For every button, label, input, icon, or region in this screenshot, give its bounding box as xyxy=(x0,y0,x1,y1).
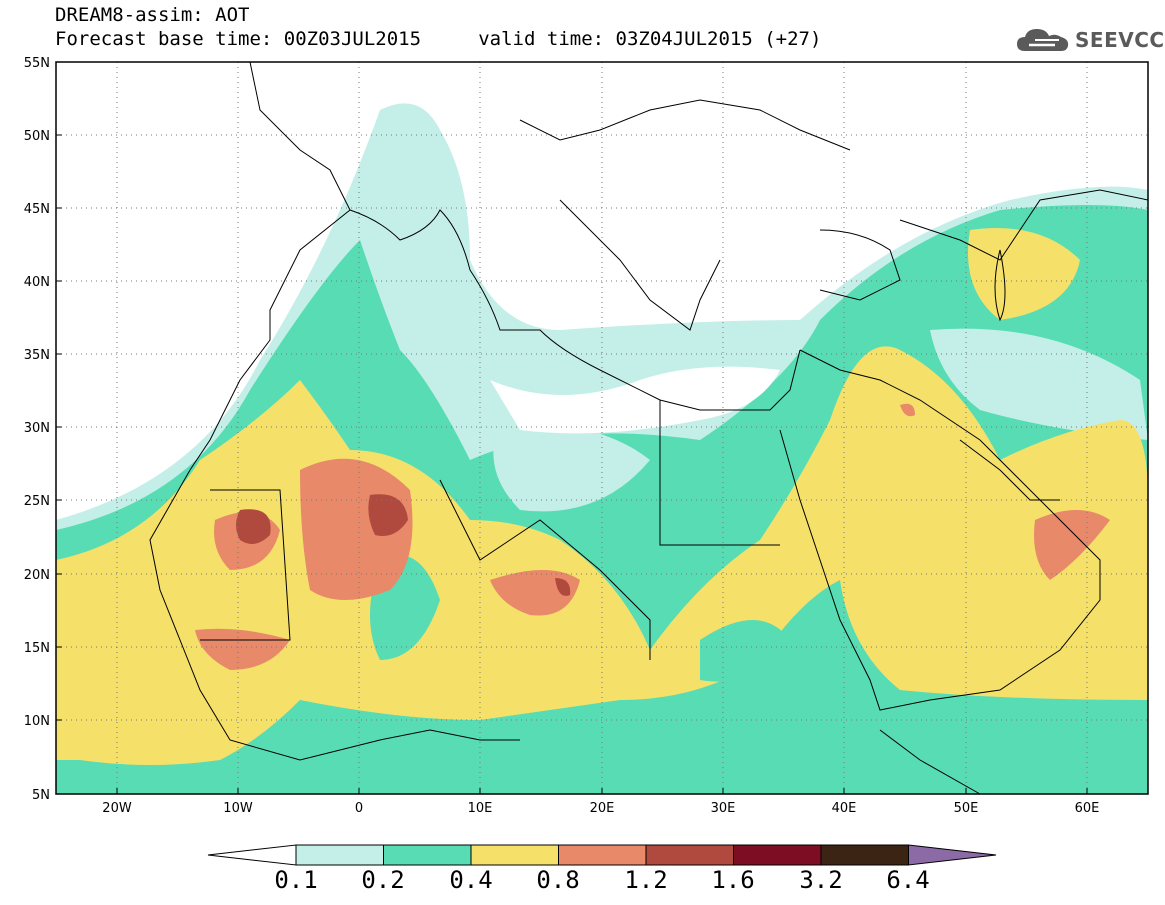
lat-label-35n: 35N xyxy=(24,348,50,363)
colorbar-segment-1-2 xyxy=(645,844,734,866)
lat-label-55n: 55N xyxy=(24,56,50,71)
title-line-2: Forecast base time: 00Z03JUL2015 valid t… xyxy=(55,28,822,50)
lon-label-30e: 30E xyxy=(711,801,736,816)
title-line-1: DREAM8-assim: AOT xyxy=(55,4,250,26)
coastlines xyxy=(149,61,1149,795)
colorbar-segment-0-8 xyxy=(558,844,647,866)
lon-label-20e: 20E xyxy=(590,801,615,816)
colorbar-label-6-4: 6.4 xyxy=(886,866,930,894)
colorbar-segment-below xyxy=(207,844,297,866)
lon-label-20w: 20W xyxy=(102,801,132,816)
logo-text: SEEVCCC xyxy=(1075,28,1165,52)
colorbar-label-0-1: 0.1 xyxy=(274,866,318,894)
lon-label-0: 0 xyxy=(355,801,363,816)
aot-band-0-8 xyxy=(300,458,413,600)
colorbar-label-3-2: 3.2 xyxy=(799,866,843,894)
colorbar-label-1-2: 1.2 xyxy=(624,866,668,894)
colorbar-segment-0-2 xyxy=(383,844,472,866)
colorbar-label-0-4: 0.4 xyxy=(449,866,493,894)
aot-band-1-2 xyxy=(236,509,271,544)
cloud-icon xyxy=(1017,29,1069,51)
colorbar-segment-3-2 xyxy=(820,844,909,866)
lon-label-10w: 10W xyxy=(223,801,253,816)
colorbar-label-0-2: 0.2 xyxy=(361,866,405,894)
lat-label-10n: 10N xyxy=(24,714,50,729)
lon-labels: 20W 10W 0 10E 20E 30E 40E 50E 60E xyxy=(102,801,1099,816)
lat-label-45n: 45N xyxy=(24,202,50,217)
colorbar-segment-0-1 xyxy=(295,844,384,866)
aot-band-0-4 xyxy=(56,346,1148,765)
lon-label-50e: 50E xyxy=(954,801,979,816)
lat-label-25n: 25N xyxy=(24,494,50,509)
lat-label-50n: 50N xyxy=(24,129,50,144)
colorbar-segment-above xyxy=(908,844,997,866)
axis-ticks xyxy=(56,61,1088,795)
map-gridlines xyxy=(56,62,1148,794)
colorbar xyxy=(207,844,997,866)
colorbar-label-0-8: 0.8 xyxy=(536,866,580,894)
lat-labels: 55N 50N 45N 40N 35N 30N 25N 20N 15N 10N … xyxy=(24,56,50,803)
colorbar-segment-0-4 xyxy=(470,844,559,866)
lat-label-15n: 15N xyxy=(24,641,50,656)
colorbar-label-1-6: 1.6 xyxy=(711,866,755,894)
lon-label-10e: 10E xyxy=(468,801,493,816)
logo: SEEVCCC xyxy=(1015,22,1165,58)
lat-label-40n: 40N xyxy=(24,275,50,290)
lat-label-20n: 20N xyxy=(24,568,50,583)
lat-label-30n: 30N xyxy=(24,421,50,436)
lon-label-40e: 40E xyxy=(832,801,857,816)
lon-label-60e: 60E xyxy=(1075,801,1100,816)
lat-label-5n: 5N xyxy=(32,788,50,803)
colorbar-segment-1-6 xyxy=(733,844,822,866)
